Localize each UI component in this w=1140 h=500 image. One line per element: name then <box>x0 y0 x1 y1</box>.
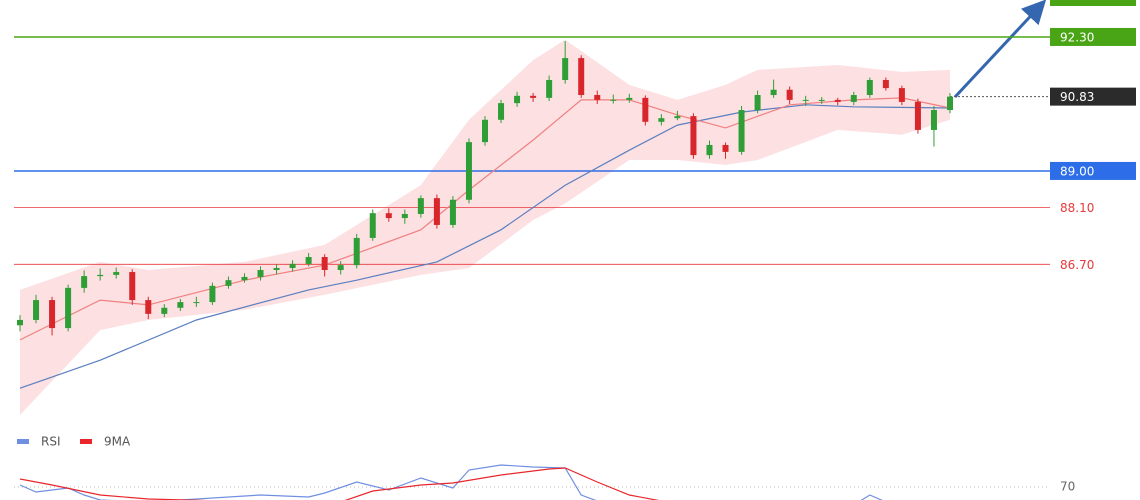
candle-body <box>834 99 841 102</box>
candle-body <box>161 307 168 314</box>
candle-body <box>594 95 601 100</box>
candle-body <box>97 274 104 277</box>
candle-body <box>626 97 633 100</box>
candle-body <box>578 58 585 96</box>
candle-body <box>850 95 857 102</box>
candle-body <box>401 213 408 219</box>
candle-body <box>947 96 953 111</box>
level-label: 90.83 <box>1060 90 1094 104</box>
candle-body <box>722 144 729 152</box>
level-label: 86.70 <box>1060 258 1094 272</box>
candle-body <box>33 300 40 320</box>
candle-body <box>241 276 248 281</box>
moving-average <box>19 104 951 389</box>
bollinger-band <box>420 119 469 275</box>
candle-body <box>353 237 360 266</box>
bollinger-band <box>533 39 566 221</box>
candle-body <box>193 302 200 304</box>
candle-body <box>465 142 472 200</box>
level-label: 88.10 <box>1060 201 1094 215</box>
candle-body <box>914 101 921 130</box>
candle-body <box>65 287 72 329</box>
candle-body <box>225 280 232 286</box>
candle-body <box>289 263 296 268</box>
candle-body <box>273 267 280 271</box>
candle-body <box>305 257 312 264</box>
candle-body <box>706 144 713 156</box>
candle-body <box>690 116 697 156</box>
candle-body <box>498 103 505 120</box>
bollinger-band <box>244 244 325 310</box>
candle-body <box>674 116 681 119</box>
candle-body <box>738 110 745 152</box>
candle-body <box>449 199 456 225</box>
candle-body <box>786 89 793 100</box>
legend-label: 9MA <box>104 435 131 449</box>
candle-body <box>433 198 440 225</box>
candle-body <box>642 97 649 122</box>
level-box <box>1050 87 1136 106</box>
candle-body <box>866 79 873 96</box>
legend-label: RSI <box>41 435 61 449</box>
candle-body <box>658 118 665 122</box>
candle-body <box>546 79 553 98</box>
forecast-arrow <box>953 0 1047 99</box>
level-label: 92.30 <box>1060 30 1094 44</box>
candle-body <box>802 99 809 101</box>
candle-body <box>129 272 136 301</box>
candle-body <box>321 257 328 271</box>
bollinger-band <box>757 64 838 160</box>
target-box <box>1050 0 1136 6</box>
candle-body <box>882 79 889 89</box>
bollinger-band <box>901 69 950 135</box>
candle-body <box>81 276 88 288</box>
candle-body <box>514 95 521 104</box>
rsi-lines <box>19 464 883 500</box>
level-box <box>1050 27 1136 46</box>
bollinger-band <box>100 261 149 331</box>
candle-body <box>209 285 216 303</box>
candle-body <box>482 119 488 143</box>
candle-body <box>337 265 344 271</box>
candle-body <box>530 95 537 98</box>
bollinger-band <box>468 60 534 268</box>
price-panel: 92.30 90.83 89.00 88.10 86.70 <box>14 27 1136 415</box>
candle-body <box>177 302 184 308</box>
rsi-panel: 70 RSI 9MA <box>14 435 1075 500</box>
bollinger-band <box>20 261 101 415</box>
candle-body <box>113 272 120 275</box>
candle-body <box>930 110 937 130</box>
candle-body <box>562 58 569 80</box>
legend-swatch <box>80 439 92 444</box>
bollinger-band <box>565 39 630 204</box>
candle-body <box>818 99 825 101</box>
candle-body <box>145 300 152 314</box>
bollinger-band <box>677 84 726 165</box>
candle-body <box>754 95 761 111</box>
candle-body <box>49 300 56 329</box>
candle-body <box>417 198 424 214</box>
legend-swatch <box>17 439 29 444</box>
candle-body <box>369 213 376 238</box>
indicator-line <box>19 464 883 500</box>
bollinger-band <box>629 84 678 160</box>
candle-body <box>17 319 23 326</box>
level-label: 89.00 <box>1060 164 1094 178</box>
candle-body <box>770 89 777 96</box>
candle-body <box>898 88 905 102</box>
candle-body <box>385 213 392 219</box>
candle-body <box>610 99 617 101</box>
y-tick-label: 70 <box>1060 480 1075 494</box>
bollinger-band <box>148 261 245 320</box>
indicator-line <box>19 467 660 500</box>
level-box <box>1050 161 1136 180</box>
candle-body <box>257 270 264 277</box>
